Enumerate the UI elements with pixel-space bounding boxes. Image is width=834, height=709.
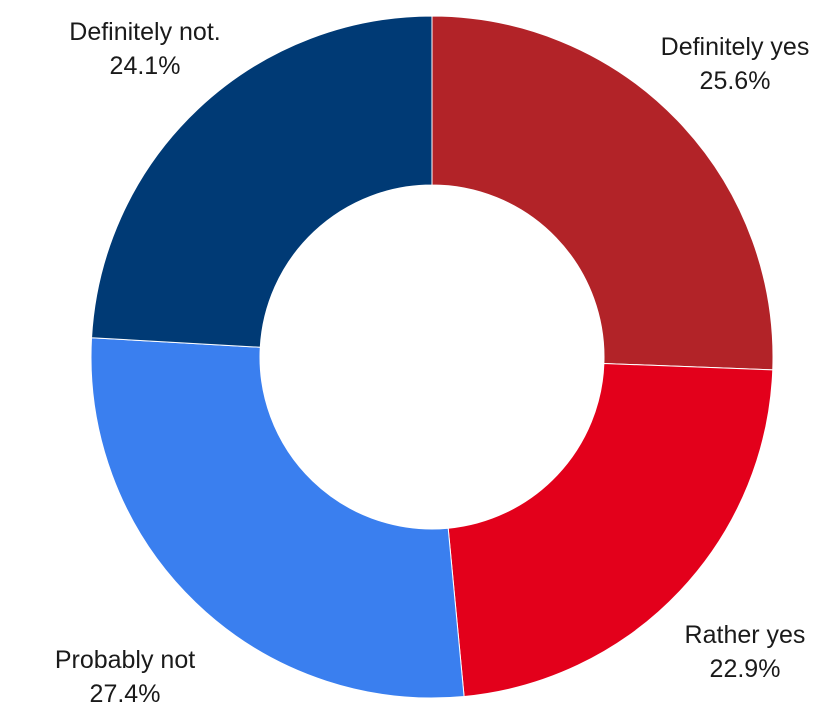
donut-slice-probably-not — [90, 337, 465, 699]
slice-name-definitely-not: Definitely not. — [69, 18, 221, 46]
donut-slice-definitely-not — [91, 15, 433, 348]
slice-label-definitely-not: Definitely not. 24.1% — [20, 15, 270, 83]
slice-value-probably-not: 27.4% — [89, 680, 161, 708]
slice-label-rather-yes: Rather yes 22.9% — [640, 618, 834, 686]
slice-value-definitely-yes: 25.6% — [699, 67, 771, 95]
slice-value-rather-yes: 22.9% — [709, 655, 781, 683]
slice-label-definitely-yes: Definitely yes 25.6% — [600, 30, 834, 98]
donut-slice-rather-yes — [447, 362, 774, 698]
slice-name-rather-yes: Rather yes — [684, 621, 806, 649]
donut-slice-definitely-yes — [431, 15, 774, 371]
slice-name-definitely-yes: Definitely yes — [660, 33, 810, 61]
slice-name-probably-not: Probably not — [54, 646, 196, 674]
slice-value-definitely-not: 24.1% — [109, 52, 181, 80]
slice-label-probably-not: Probably not 27.4% — [10, 643, 240, 709]
